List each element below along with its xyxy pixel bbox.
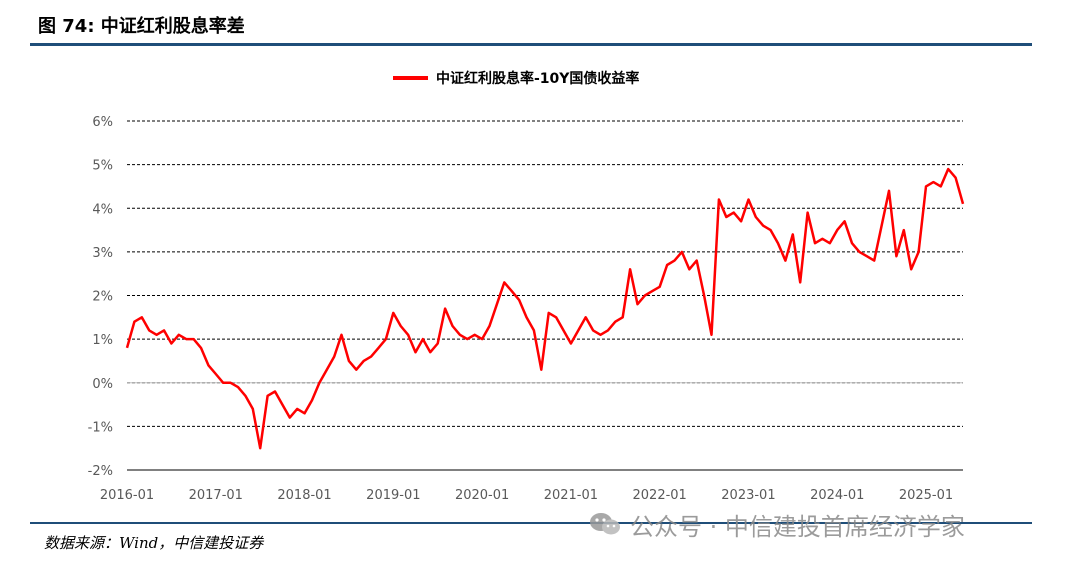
x-axis: 2016-01 2017-01 2018-01 2019-01 2020-01 2021-… [100,469,963,503]
series-lines [125,167,965,450]
y-tick-label: 6% [92,115,113,130]
x-tick-label: 2025-01 [899,488,953,503]
y-axis: -2% -1% 0% 1% 2% 3% 4% 5% 6% [88,115,113,479]
y-tick-label: 4% [92,202,113,217]
watermark: 公众号 · 中信建投首席经济学家 [588,506,965,542]
series-line [125,167,965,450]
x-tick-label: 2023-01 [721,488,775,503]
y-tick-label: 2% [92,290,113,305]
top-rule [30,43,1032,46]
watermark-text: 公众号 · 中信建投首席经济学家 [630,512,965,541]
x-tick-label: 2024-01 [810,488,864,503]
source-note: 数据来源：Wind，中信建投证券 [44,534,264,552]
y-tick-label: 0% [92,377,113,392]
y-tick-label: 3% [92,246,113,261]
x-tick-label: 2022-01 [633,488,687,503]
y-tick-label: 1% [92,333,113,348]
wechat-icon [590,513,620,535]
x-tick-label: 2018-01 [277,488,331,503]
legend-label: 中证红利股息率-10Y国债收益率 [436,70,639,87]
x-tick-label: 2020-01 [455,488,509,503]
legend: 中证红利股息率-10Y国债收益率 [393,70,639,87]
bottom-rule [30,522,1032,524]
y-tick-label: -1% [88,420,113,435]
x-tick-label: 2021-01 [544,488,598,503]
figure-title: 图 74: 中证红利股息率差 [38,16,245,37]
grid-lines [127,120,963,471]
x-tick-label: 2019-01 [366,488,420,503]
y-tick-label: -2% [88,464,113,479]
x-tick-label: 2017-01 [189,488,243,503]
x-tick-label: 2016-01 [100,488,154,503]
y-tick-label: 5% [92,159,113,174]
